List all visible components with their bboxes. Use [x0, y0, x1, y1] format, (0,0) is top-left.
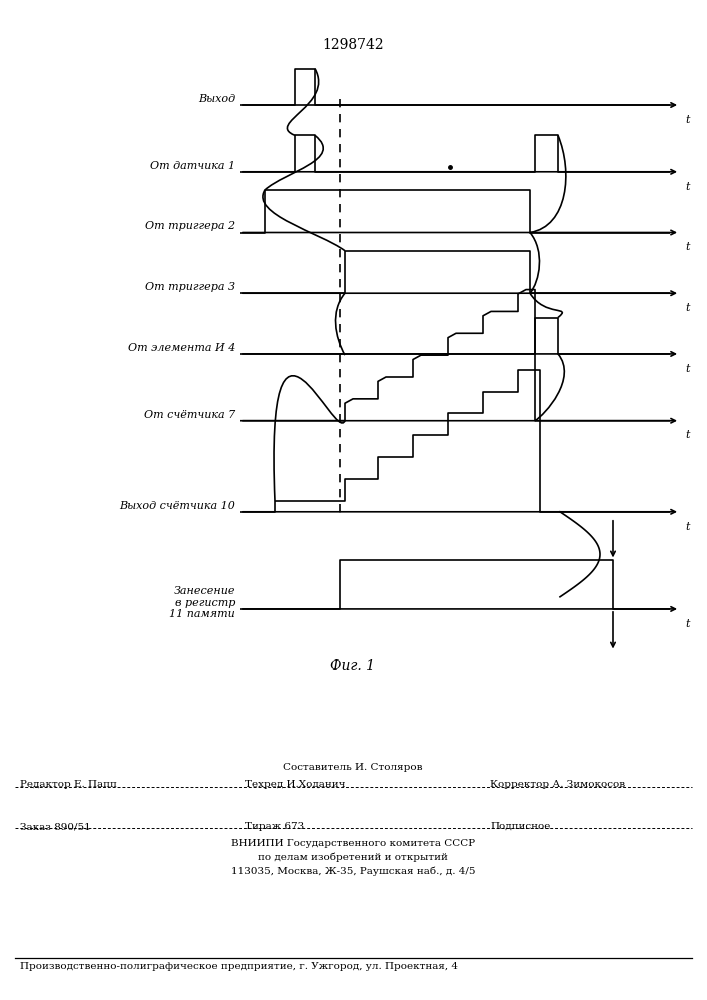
Text: Составитель И. Столяров: Составитель И. Столяров: [284, 763, 423, 772]
Text: t: t: [685, 115, 689, 125]
Text: 113035, Москва, Ж-35, Раушская наб., д. 4/5: 113035, Москва, Ж-35, Раушская наб., д. …: [230, 867, 475, 876]
Text: От триггера 2: От триггера 2: [145, 221, 235, 231]
Text: Редактор Е. Папп: Редактор Е. Папп: [20, 780, 117, 789]
Text: Корректор А. Зимокосов: Корректор А. Зимокосов: [490, 780, 625, 789]
Text: Выход счётчика 10: Выход счётчика 10: [119, 501, 235, 511]
Text: Производственно-полиграфическое предприятие, г. Ужгород, ул. Проектная, 4: Производственно-полиграфическое предприя…: [20, 962, 458, 971]
Text: От датчика 1: От датчика 1: [150, 161, 235, 171]
Text: Техред И.Ходанич: Техред И.Ходанич: [245, 780, 346, 789]
Text: От счётчика 7: От счётчика 7: [144, 410, 235, 420]
Text: t: t: [685, 430, 689, 440]
Text: 1298742: 1298742: [322, 38, 384, 52]
Text: Фиг. 1: Фиг. 1: [330, 659, 375, 673]
Text: t: t: [685, 242, 689, 252]
Text: От триггера 3: От триггера 3: [145, 282, 235, 292]
Text: t: t: [685, 364, 689, 374]
Text: t: t: [685, 303, 689, 313]
Text: Заказ 890/51: Заказ 890/51: [20, 822, 90, 831]
Text: t: t: [685, 522, 689, 532]
Text: Подписное: Подписное: [490, 822, 550, 831]
Text: t: t: [685, 619, 689, 629]
Text: по делам изобретений и открытий: по делам изобретений и открытий: [258, 853, 448, 862]
Text: От элемента И 4: От элемента И 4: [128, 343, 235, 353]
Text: ВНИИПИ Государственного комитета СССР: ВНИИПИ Государственного комитета СССР: [231, 839, 475, 848]
Text: Занесение
в регистр
11 памяти: Занесение в регистр 11 памяти: [169, 586, 235, 619]
Text: Выход: Выход: [198, 94, 235, 104]
Text: Тираж 673: Тираж 673: [245, 822, 304, 831]
Text: t: t: [685, 182, 689, 192]
